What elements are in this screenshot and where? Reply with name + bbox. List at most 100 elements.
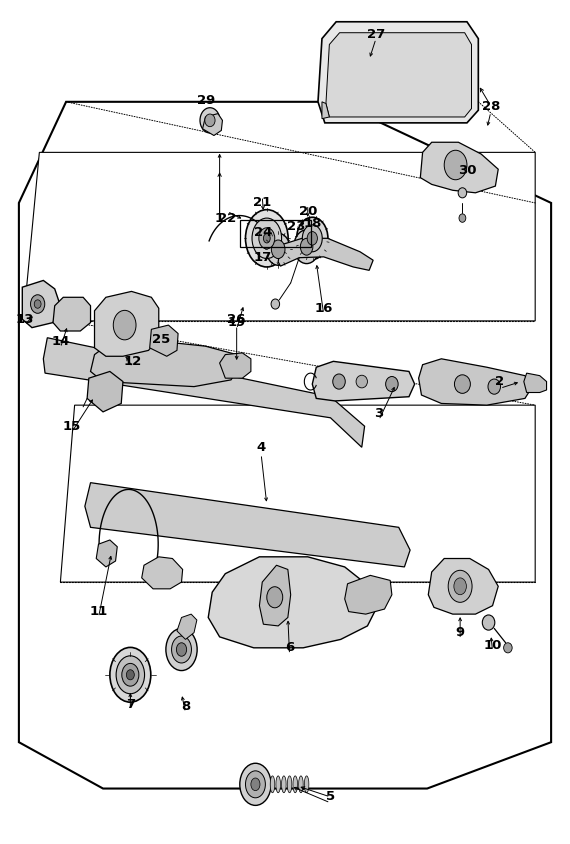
Ellipse shape	[287, 776, 292, 793]
Ellipse shape	[266, 233, 290, 265]
Ellipse shape	[113, 311, 136, 340]
Text: 11: 11	[89, 605, 108, 618]
Text: 21: 21	[253, 197, 271, 209]
Polygon shape	[208, 557, 376, 648]
Ellipse shape	[356, 376, 368, 388]
Ellipse shape	[293, 776, 298, 793]
Ellipse shape	[454, 375, 470, 393]
Polygon shape	[19, 102, 551, 788]
Text: 14: 14	[51, 335, 70, 349]
Ellipse shape	[454, 578, 466, 595]
Ellipse shape	[482, 615, 495, 630]
Text: 1: 1	[215, 212, 224, 225]
Text: 16: 16	[315, 302, 333, 315]
Polygon shape	[318, 22, 478, 123]
Polygon shape	[418, 359, 532, 405]
Text: 10: 10	[483, 639, 502, 652]
Ellipse shape	[246, 771, 266, 798]
Ellipse shape	[333, 374, 345, 389]
Ellipse shape	[166, 629, 197, 671]
Polygon shape	[428, 559, 498, 614]
Text: 2: 2	[495, 375, 504, 388]
Ellipse shape	[270, 776, 275, 793]
Text: 18: 18	[303, 218, 321, 230]
Polygon shape	[87, 371, 123, 412]
Polygon shape	[278, 238, 373, 270]
Polygon shape	[23, 153, 535, 321]
Ellipse shape	[304, 776, 309, 793]
Text: 4: 4	[256, 441, 266, 454]
Text: 13: 13	[15, 312, 34, 326]
Polygon shape	[91, 342, 239, 387]
Ellipse shape	[294, 230, 319, 263]
Text: 25: 25	[152, 333, 170, 346]
Polygon shape	[60, 405, 535, 582]
Polygon shape	[202, 114, 222, 136]
Text: 9: 9	[455, 626, 465, 639]
Ellipse shape	[172, 636, 192, 663]
Text: 28: 28	[482, 100, 500, 112]
Ellipse shape	[116, 656, 145, 694]
Text: 22: 22	[218, 212, 236, 225]
Ellipse shape	[458, 187, 467, 197]
Text: 8: 8	[181, 701, 190, 713]
Polygon shape	[312, 361, 414, 401]
Ellipse shape	[127, 670, 135, 679]
Polygon shape	[345, 576, 392, 614]
Text: 30: 30	[458, 165, 476, 177]
Polygon shape	[85, 483, 410, 567]
Polygon shape	[259, 565, 291, 626]
Ellipse shape	[300, 238, 313, 255]
Text: 20: 20	[299, 205, 317, 218]
Polygon shape	[420, 143, 498, 192]
Ellipse shape	[448, 571, 472, 603]
Ellipse shape	[31, 295, 45, 313]
Ellipse shape	[271, 240, 285, 258]
Polygon shape	[43, 338, 365, 447]
Ellipse shape	[263, 234, 270, 243]
Ellipse shape	[282, 776, 286, 793]
Ellipse shape	[459, 214, 466, 222]
Polygon shape	[322, 102, 329, 119]
Ellipse shape	[34, 300, 41, 308]
Ellipse shape	[267, 587, 283, 608]
Ellipse shape	[246, 209, 288, 267]
Text: 5: 5	[326, 791, 335, 803]
Ellipse shape	[110, 647, 151, 702]
Polygon shape	[96, 540, 117, 567]
Polygon shape	[142, 557, 182, 589]
Polygon shape	[524, 373, 547, 392]
Text: 3: 3	[374, 407, 384, 420]
Ellipse shape	[488, 379, 500, 394]
Ellipse shape	[122, 663, 139, 686]
Ellipse shape	[296, 217, 328, 259]
Text: 27: 27	[367, 28, 385, 41]
Text: 17: 17	[253, 252, 271, 264]
Ellipse shape	[259, 228, 275, 249]
Polygon shape	[177, 614, 197, 640]
Text: 7: 7	[126, 698, 135, 711]
Polygon shape	[326, 33, 471, 117]
Ellipse shape	[504, 643, 512, 653]
Polygon shape	[53, 297, 91, 331]
Ellipse shape	[205, 114, 215, 127]
Text: 12: 12	[124, 354, 142, 368]
Polygon shape	[22, 280, 60, 327]
Ellipse shape	[240, 763, 271, 805]
Ellipse shape	[200, 108, 220, 133]
Ellipse shape	[307, 231, 317, 245]
Ellipse shape	[444, 150, 467, 180]
Ellipse shape	[271, 299, 280, 309]
Text: 26: 26	[227, 312, 246, 326]
Ellipse shape	[302, 225, 322, 252]
Text: 23: 23	[287, 220, 306, 233]
Polygon shape	[95, 291, 159, 356]
Text: 6: 6	[285, 641, 294, 654]
Text: 15: 15	[63, 419, 81, 433]
Text: 19: 19	[227, 316, 246, 329]
Ellipse shape	[276, 776, 280, 793]
Ellipse shape	[386, 376, 398, 392]
Text: 29: 29	[197, 94, 215, 106]
Ellipse shape	[299, 776, 303, 793]
Ellipse shape	[252, 218, 282, 258]
